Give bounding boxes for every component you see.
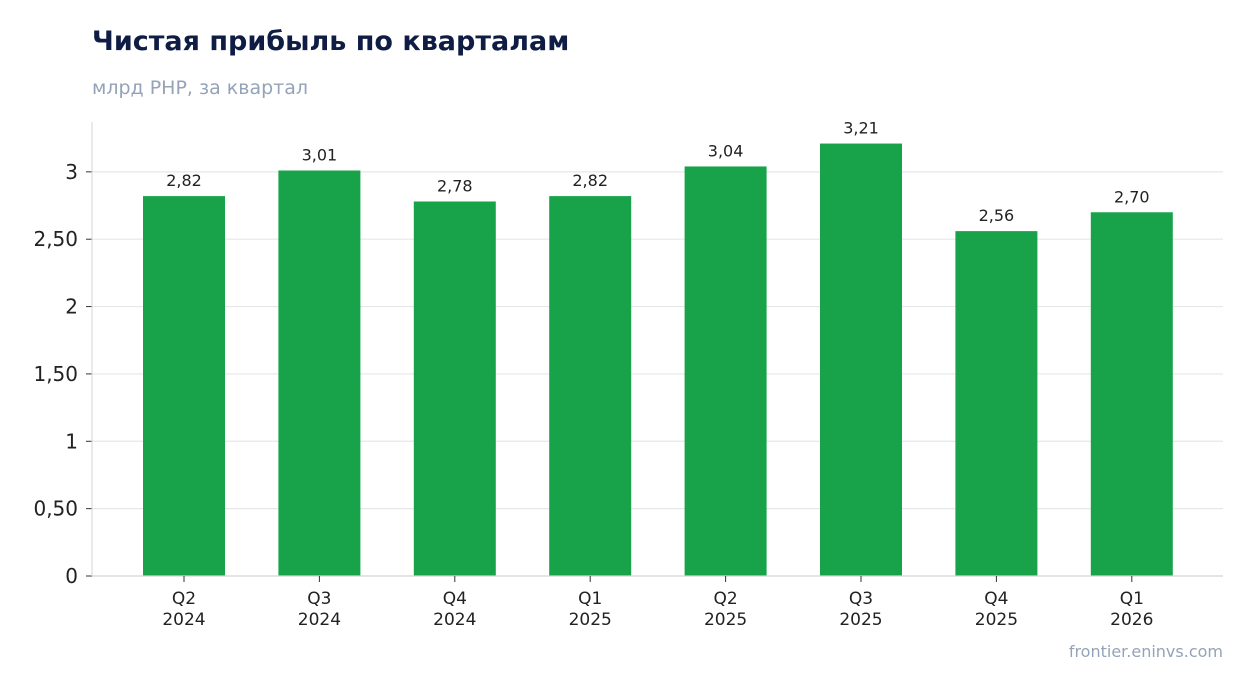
bar bbox=[955, 231, 1038, 577]
x-tick-label-quarter: Q1 bbox=[1120, 589, 1144, 609]
data-label: 2,82 bbox=[572, 171, 608, 190]
x-tick-label-year: 2024 bbox=[433, 610, 476, 630]
bar bbox=[1090, 212, 1173, 577]
data-label: 2,56 bbox=[979, 206, 1015, 225]
bars bbox=[143, 143, 1173, 577]
x-tick-label-quarter: Q4 bbox=[443, 589, 467, 609]
y-tick-label: 2 bbox=[65, 295, 78, 319]
y-tick-label: 0,50 bbox=[33, 497, 78, 521]
bar bbox=[684, 166, 767, 576]
x-tick-label-year: 2025 bbox=[975, 610, 1018, 630]
bar bbox=[278, 170, 361, 576]
y-tick-label: 1,50 bbox=[33, 362, 78, 386]
bar bbox=[549, 196, 632, 576]
bar bbox=[820, 143, 902, 576]
y-tick-label: 2,50 bbox=[33, 227, 78, 251]
x-tick-label-year: 2024 bbox=[298, 610, 341, 630]
y-tick-label: 3 bbox=[65, 160, 78, 184]
x-tick-label-quarter: Q3 bbox=[307, 589, 331, 609]
x-tick-label-quarter: Q1 bbox=[578, 589, 602, 609]
x-tick-label-year: 2025 bbox=[704, 610, 747, 630]
source-credit: frontier.eninvs.com bbox=[1068, 642, 1223, 661]
grid-lines bbox=[92, 171, 1223, 510]
y-tick-label: 1 bbox=[65, 429, 78, 453]
x-tick-label-year: 2026 bbox=[1110, 610, 1153, 630]
bar bbox=[143, 196, 225, 576]
data-label: 3,01 bbox=[302, 145, 338, 164]
x-tick-label-quarter: Q2 bbox=[172, 589, 196, 609]
x-tick-label-year: 2025 bbox=[839, 610, 882, 630]
data-label: 2,82 bbox=[166, 171, 202, 190]
data-label: 2,70 bbox=[1114, 187, 1150, 206]
chart-title: Чистая прибыль по кварталам bbox=[92, 26, 570, 57]
axes bbox=[86, 122, 1223, 582]
bar bbox=[413, 201, 496, 576]
x-tick-label-quarter: Q4 bbox=[984, 589, 1008, 609]
chart-subtitle: млрд РНР, за квартал bbox=[92, 77, 309, 99]
x-tick-label-quarter: Q3 bbox=[849, 589, 873, 609]
x-tick-label-quarter: Q2 bbox=[713, 589, 737, 609]
x-tick-label-year: 2025 bbox=[569, 610, 612, 630]
x-tick-label-year: 2024 bbox=[162, 610, 205, 630]
data-label: 3,21 bbox=[843, 119, 879, 138]
y-tick-label: 0 bbox=[65, 564, 78, 588]
data-label: 3,04 bbox=[708, 141, 744, 160]
data-label: 2,78 bbox=[437, 176, 473, 195]
